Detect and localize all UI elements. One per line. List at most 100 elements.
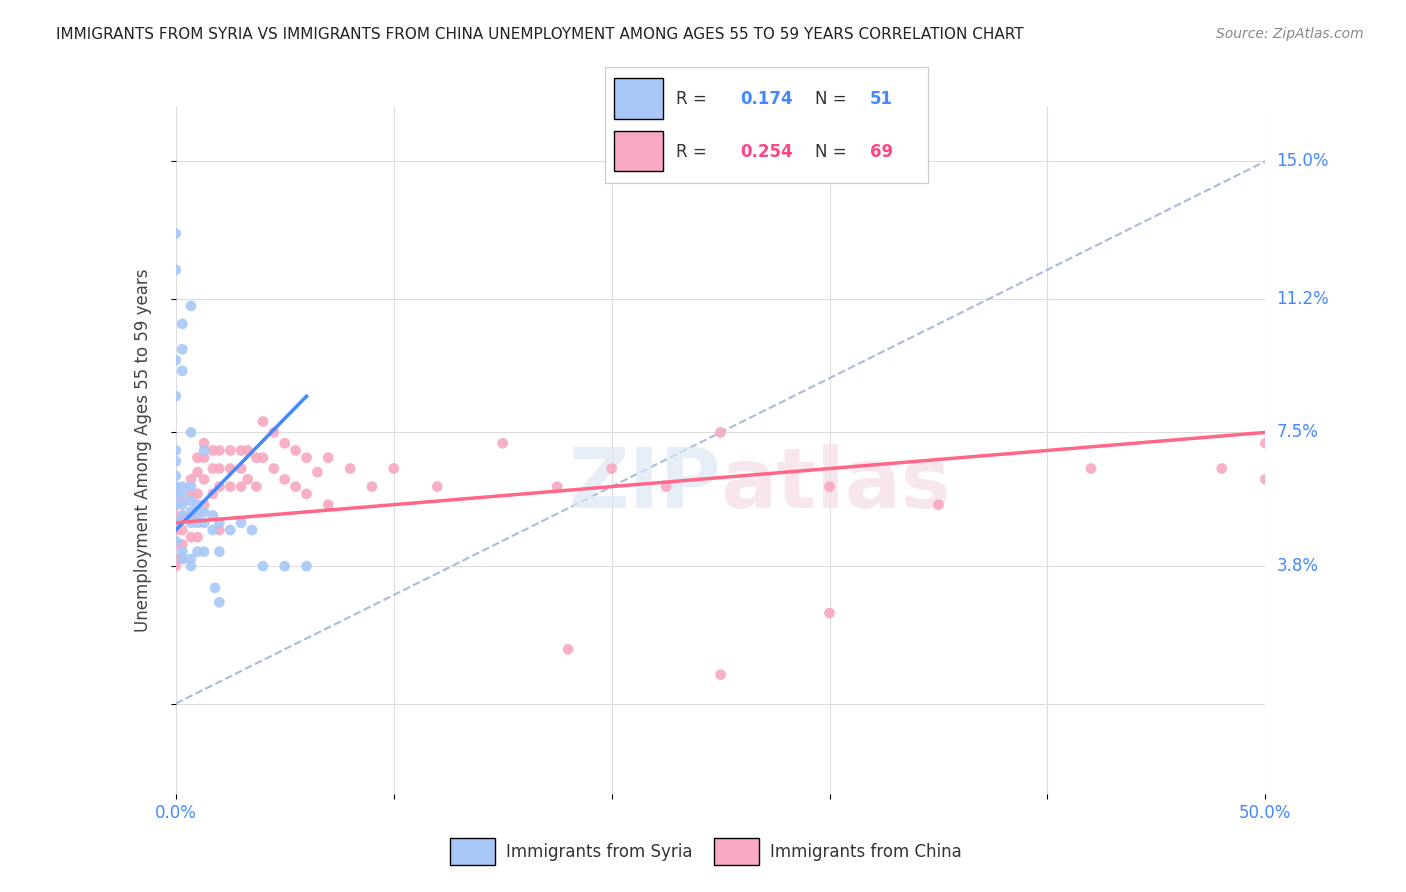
Point bbox=[193, 472, 215, 486]
Point bbox=[193, 498, 215, 512]
Point bbox=[180, 508, 202, 523]
Point bbox=[1254, 472, 1277, 486]
FancyBboxPatch shape bbox=[450, 838, 495, 865]
Point bbox=[492, 436, 515, 450]
Text: Immigrants from China: Immigrants from China bbox=[770, 843, 962, 861]
Point bbox=[284, 480, 307, 494]
Point bbox=[252, 450, 274, 465]
Text: 69: 69 bbox=[870, 143, 893, 161]
Point bbox=[245, 480, 267, 494]
Point bbox=[295, 450, 318, 465]
Point bbox=[1254, 436, 1277, 450]
Point bbox=[274, 436, 297, 450]
Text: 3.8%: 3.8% bbox=[1277, 558, 1319, 575]
Point bbox=[245, 450, 267, 465]
Point bbox=[180, 559, 202, 574]
Point bbox=[186, 487, 209, 501]
Point bbox=[165, 516, 187, 530]
Point bbox=[165, 454, 187, 468]
Point bbox=[274, 472, 297, 486]
Text: 0.254: 0.254 bbox=[741, 143, 793, 161]
Point bbox=[172, 537, 194, 551]
Point bbox=[165, 468, 187, 483]
FancyBboxPatch shape bbox=[614, 130, 662, 171]
Point bbox=[165, 353, 187, 368]
Point bbox=[165, 498, 187, 512]
Point bbox=[186, 544, 209, 558]
Point bbox=[180, 299, 202, 313]
Point bbox=[193, 505, 215, 519]
Point bbox=[165, 559, 187, 574]
Point bbox=[710, 667, 733, 681]
FancyBboxPatch shape bbox=[614, 78, 662, 119]
Point bbox=[600, 461, 623, 475]
Point bbox=[263, 461, 285, 475]
Point bbox=[219, 523, 242, 537]
Point bbox=[546, 480, 568, 494]
Text: R =: R = bbox=[676, 143, 711, 161]
Point bbox=[193, 443, 215, 458]
Text: ZIP: ZIP bbox=[568, 444, 721, 525]
Point bbox=[231, 443, 253, 458]
Text: R =: R = bbox=[676, 90, 711, 108]
Point bbox=[201, 443, 224, 458]
Point bbox=[186, 508, 209, 523]
Point bbox=[172, 364, 194, 378]
Point bbox=[201, 461, 224, 475]
Text: atlas: atlas bbox=[721, 444, 952, 525]
Point bbox=[165, 508, 187, 523]
Point bbox=[219, 443, 242, 458]
Point bbox=[274, 559, 297, 574]
Point bbox=[1211, 461, 1233, 475]
Point bbox=[180, 487, 202, 501]
Point bbox=[180, 552, 202, 566]
Point bbox=[208, 516, 231, 530]
Point bbox=[165, 227, 187, 241]
Point bbox=[231, 480, 253, 494]
Point bbox=[204, 581, 226, 595]
Point bbox=[165, 552, 187, 566]
Point bbox=[208, 443, 231, 458]
Point bbox=[186, 505, 209, 519]
Point bbox=[284, 443, 307, 458]
Point bbox=[172, 544, 194, 558]
Point bbox=[180, 472, 202, 486]
Point bbox=[172, 523, 194, 537]
Point bbox=[193, 516, 215, 530]
Point bbox=[165, 480, 187, 494]
Point bbox=[165, 389, 187, 403]
Point bbox=[208, 523, 231, 537]
Point bbox=[193, 544, 215, 558]
Point bbox=[208, 544, 231, 558]
Text: 51: 51 bbox=[870, 90, 893, 108]
Point bbox=[240, 523, 263, 537]
Point bbox=[818, 606, 841, 620]
Point bbox=[818, 480, 841, 494]
Point bbox=[172, 494, 194, 508]
Point bbox=[193, 450, 215, 465]
Point bbox=[172, 498, 194, 512]
Point bbox=[165, 498, 187, 512]
Point bbox=[201, 523, 224, 537]
Text: 0.174: 0.174 bbox=[741, 90, 793, 108]
Point bbox=[172, 508, 194, 523]
Text: IMMIGRANTS FROM SYRIA VS IMMIGRANTS FROM CHINA UNEMPLOYMENT AMONG AGES 55 TO 59 : IMMIGRANTS FROM SYRIA VS IMMIGRANTS FROM… bbox=[56, 27, 1024, 42]
Point bbox=[928, 498, 950, 512]
Text: Immigrants from Syria: Immigrants from Syria bbox=[506, 843, 693, 861]
FancyBboxPatch shape bbox=[714, 838, 759, 865]
Point bbox=[208, 595, 231, 609]
Text: N =: N = bbox=[815, 143, 852, 161]
Text: 15.0%: 15.0% bbox=[1277, 153, 1329, 170]
Point bbox=[295, 487, 318, 501]
Point bbox=[172, 480, 194, 494]
Point bbox=[318, 450, 340, 465]
Point bbox=[710, 425, 733, 440]
Point bbox=[252, 415, 274, 429]
Point bbox=[318, 498, 340, 512]
Point bbox=[307, 465, 329, 479]
Point bbox=[180, 494, 202, 508]
Point bbox=[165, 262, 187, 277]
Text: Source: ZipAtlas.com: Source: ZipAtlas.com bbox=[1216, 27, 1364, 41]
Text: 11.2%: 11.2% bbox=[1277, 290, 1329, 308]
Point bbox=[186, 498, 209, 512]
